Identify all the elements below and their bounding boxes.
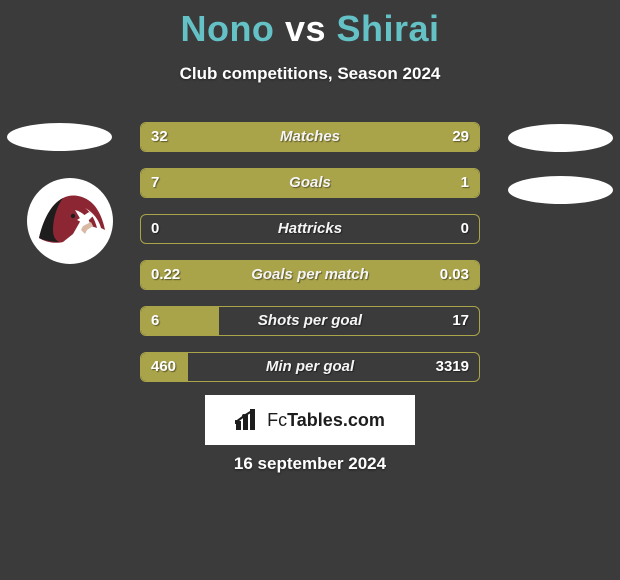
brand-main: Tables.com <box>287 410 385 430</box>
stat-label: Goals per match <box>141 261 479 289</box>
stat-value-right: 1 <box>461 169 469 197</box>
brand-watermark: FcTables.com <box>205 395 415 445</box>
stat-value-right: 0 <box>461 215 469 243</box>
stat-row: 0.22Goals per match0.03 <box>140 260 480 290</box>
stat-row: 6Shots per goal17 <box>140 306 480 336</box>
stat-label: Matches <box>141 123 479 151</box>
date-label: 16 september 2024 <box>0 454 620 474</box>
brand-prefix: Fc <box>267 410 287 430</box>
vs-label: vs <box>285 8 326 49</box>
stat-label: Min per goal <box>141 353 479 381</box>
player1-club-logo <box>27 178 113 264</box>
stat-row: 460Min per goal3319 <box>140 352 480 382</box>
brand-bars-icon <box>235 409 261 431</box>
player2-placeholder-oval-2 <box>508 176 613 204</box>
stat-value-right: 3319 <box>436 353 469 381</box>
stat-value-right: 17 <box>452 307 469 335</box>
player2-placeholder-oval <box>508 124 613 152</box>
stat-row: 7Goals1 <box>140 168 480 198</box>
stat-value-right: 0.03 <box>440 261 469 289</box>
stat-row: 32Matches29 <box>140 122 480 152</box>
player2-name: Shirai <box>337 8 440 49</box>
stat-row: 0Hattricks0 <box>140 214 480 244</box>
comparison-title: Nono vs Shirai <box>0 0 620 50</box>
subtitle: Club competitions, Season 2024 <box>0 64 620 84</box>
stat-label: Goals <box>141 169 479 197</box>
stats-bars: 32Matches29 7Goals1 0Hattricks0 0.22Goals p… <box>140 122 480 398</box>
stat-label: Shots per goal <box>141 307 479 335</box>
coyote-logo-icon <box>33 190 107 252</box>
player1-placeholder-oval <box>7 123 112 151</box>
stat-value-right: 29 <box>452 123 469 151</box>
stat-label: Hattricks <box>141 215 479 243</box>
player1-name: Nono <box>180 8 274 49</box>
brand-text: FcTables.com <box>267 410 385 431</box>
